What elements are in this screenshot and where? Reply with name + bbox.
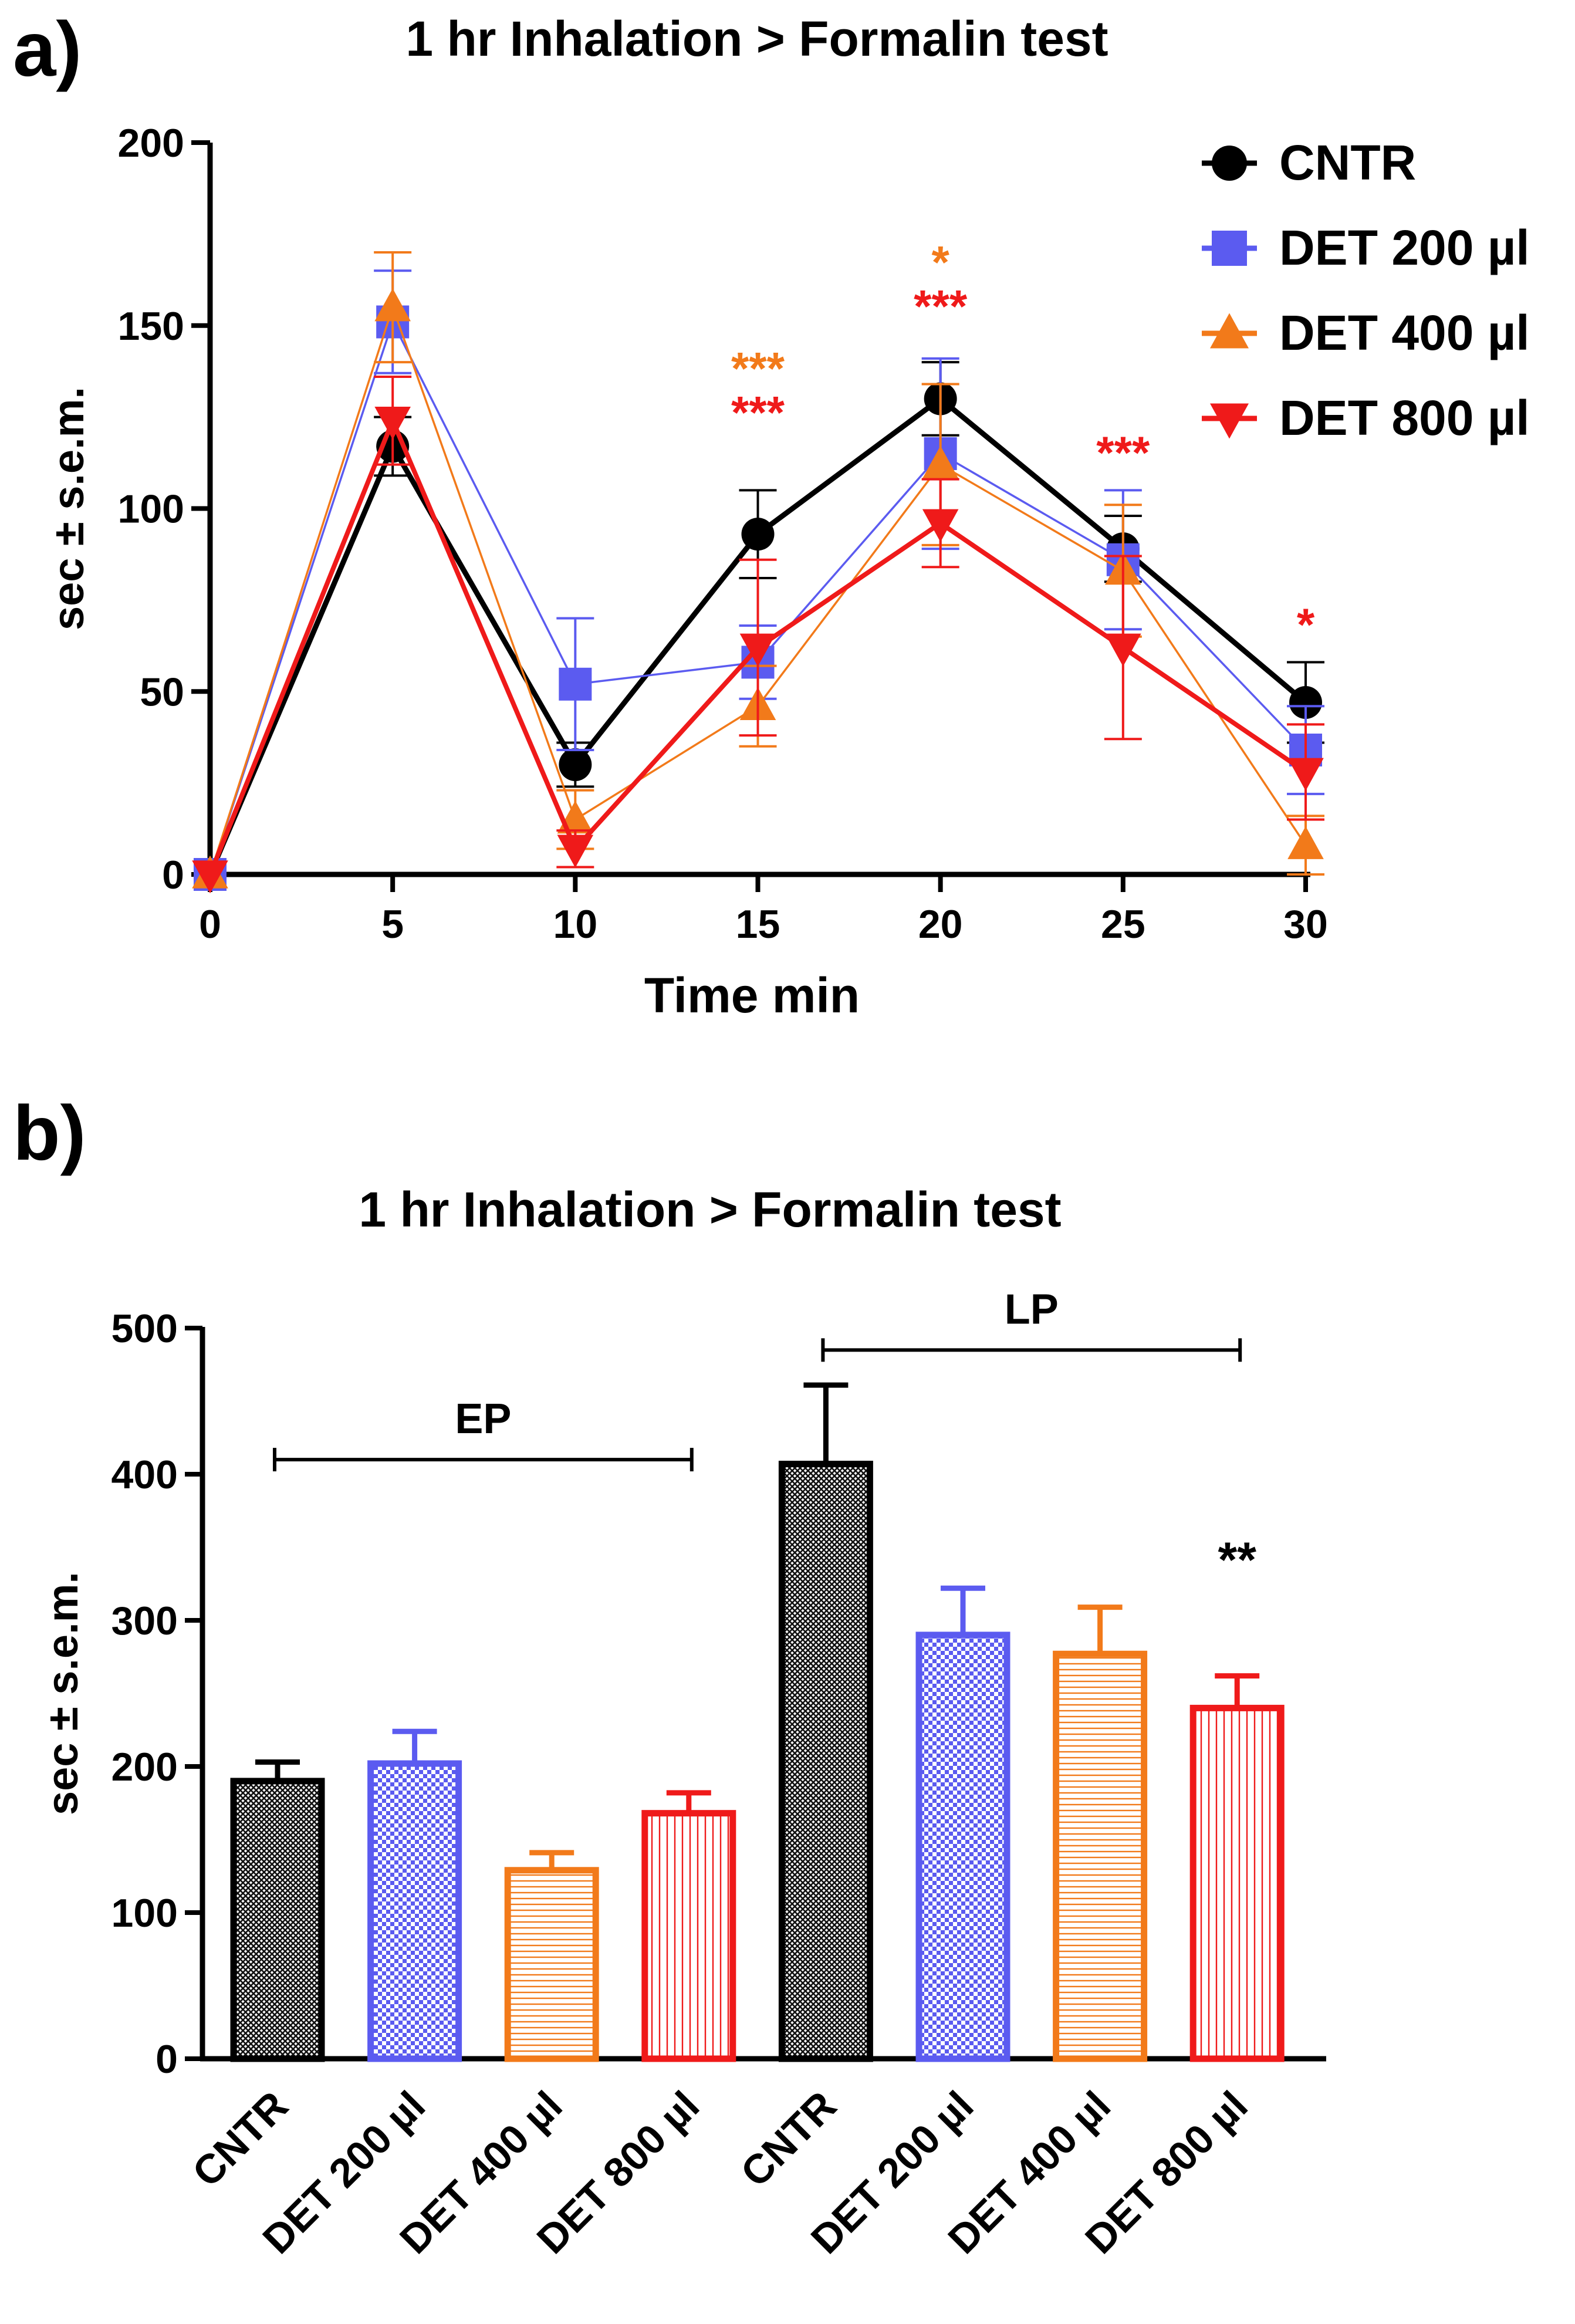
group-bracket: EP xyxy=(273,1396,694,1472)
x-tick-label: 5 xyxy=(381,902,404,947)
line-chart: 1 hr Inhalation > Formalin test050100150… xyxy=(44,11,1530,1023)
y-tick-label: 200 xyxy=(111,1745,178,1789)
group-label: EP xyxy=(455,1396,511,1443)
group-bracket: LP xyxy=(821,1286,1242,1362)
x-tick-label: 0 xyxy=(199,902,221,947)
y-tick-label: 500 xyxy=(111,1306,178,1351)
panel-a: a) 1 hr Inhalation > Formalin test 0 50 100… xyxy=(0,0,1575,1080)
data-point xyxy=(1210,403,1249,439)
significance-marker: *** xyxy=(731,386,785,438)
y-tick-label: 100 xyxy=(118,487,184,532)
data-point xyxy=(559,748,592,781)
data-point xyxy=(1289,685,1322,719)
bar xyxy=(641,1810,736,2062)
x-tick-label: 10 xyxy=(553,902,598,947)
significance-marker: * xyxy=(1297,599,1315,650)
x-tick-label: CNTR xyxy=(732,2082,845,2195)
panel-b: b) 1 hr Inhalation > Formalin test 0 100 20… xyxy=(0,1080,1575,2321)
data-point xyxy=(739,633,776,667)
y-tick-label: 200 xyxy=(118,121,184,165)
significance-marker: *** xyxy=(914,281,968,332)
bar xyxy=(778,1461,873,2062)
y-axis-label: sec ± s.e.m. xyxy=(38,1572,87,1815)
data-point xyxy=(192,860,228,894)
chart-title: 1 hr Inhalation > Formalin test xyxy=(359,1182,1061,1237)
data-point xyxy=(1287,758,1324,791)
bar xyxy=(1053,1650,1148,2062)
data-point xyxy=(1105,633,1141,667)
x-tick-label: 25 xyxy=(1101,902,1145,947)
data-point xyxy=(741,518,775,551)
legend-entry: DET 800 µl xyxy=(1202,390,1530,445)
x-tick-label: 30 xyxy=(1283,902,1328,947)
data-point xyxy=(559,667,592,701)
significance-marker: ** xyxy=(1218,1532,1257,1587)
panel-b-label: b) xyxy=(13,1090,86,1176)
data-point xyxy=(1212,231,1247,266)
bar xyxy=(504,1867,599,2062)
bar xyxy=(230,1778,325,2062)
y-tick-label: 100 xyxy=(111,1891,178,1935)
group-label: LP xyxy=(1005,1286,1059,1333)
data-point xyxy=(922,445,959,479)
bar xyxy=(367,1760,462,2062)
y-tick-label: 400 xyxy=(111,1452,178,1497)
data-point xyxy=(1212,146,1247,181)
legend-entry: DET 200 µl xyxy=(1202,220,1530,275)
y-tick-label: 300 xyxy=(111,1599,178,1643)
y-tick-label: 0 xyxy=(162,853,184,897)
legend-label: DET 400 µl xyxy=(1279,305,1530,360)
series-4 xyxy=(192,376,1324,894)
bar-chart: 1 hr Inhalation > Formalin test 0 100 200 30… xyxy=(38,1182,1326,2262)
bar xyxy=(915,1631,1010,2062)
chart-title: 1 hr Inhalation > Formalin test xyxy=(405,11,1108,66)
legend-label: CNTR xyxy=(1279,135,1416,190)
data-point xyxy=(557,835,594,868)
legend-label: DET 800 µl xyxy=(1279,390,1530,445)
legend-label: DET 200 µl xyxy=(1279,220,1530,275)
data-point xyxy=(1287,826,1324,859)
data-point xyxy=(374,407,411,440)
legend-entry: CNTR xyxy=(1202,135,1416,190)
data-point xyxy=(922,509,959,542)
bar-group: CNTR xyxy=(732,1382,873,2195)
data-point xyxy=(1210,313,1249,349)
legend: CNTR DET 200 µl DET 400 µl DET 800 µl xyxy=(1202,135,1530,445)
x-axis-label: Time min xyxy=(644,968,860,1023)
significance-marker: * xyxy=(931,237,949,288)
y-tick-label: 0 xyxy=(156,2037,178,2082)
panel-a-label: a) xyxy=(13,6,82,92)
significance-marker: *** xyxy=(1096,427,1150,478)
x-tick-label: 15 xyxy=(736,902,780,947)
x-tick-label: CNTR xyxy=(184,2082,297,2195)
bar xyxy=(1189,1704,1285,2062)
data-point xyxy=(374,288,411,322)
y-tick-label: 50 xyxy=(140,670,184,714)
significance-marker: *** xyxy=(731,343,785,394)
legend-entry: DET 400 µl xyxy=(1202,305,1530,360)
x-tick-label: 20 xyxy=(918,902,963,947)
y-axis-label: sec ± s.e.m. xyxy=(44,387,93,630)
y-tick-label: 150 xyxy=(118,304,184,349)
